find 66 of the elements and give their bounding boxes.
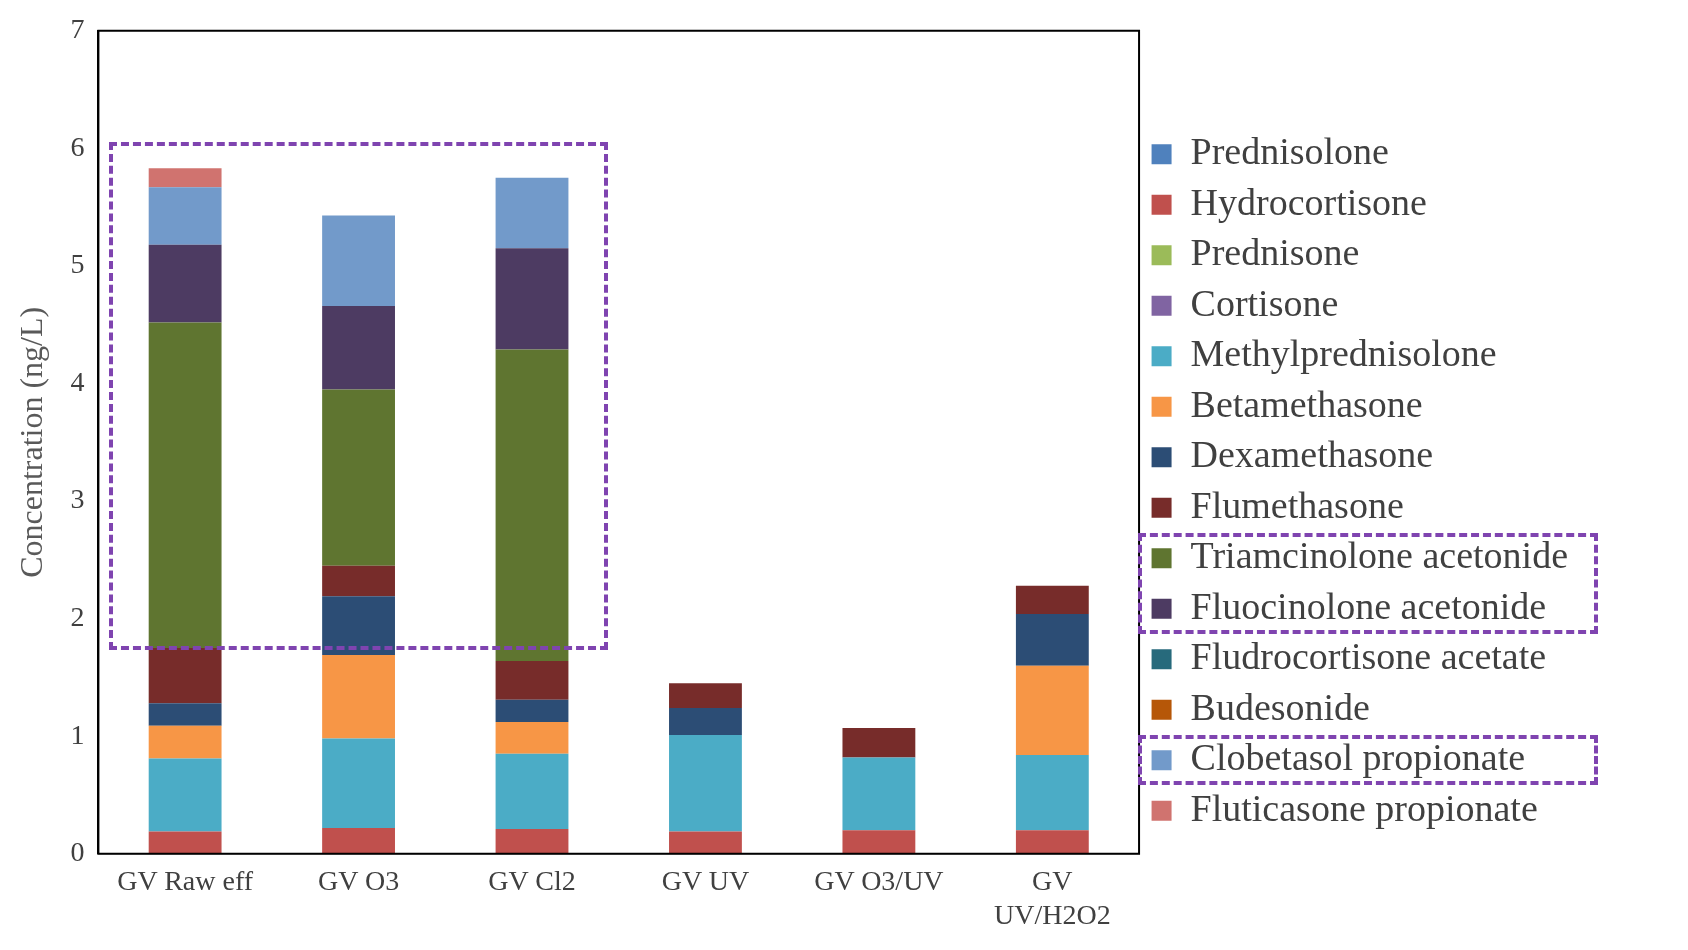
bar (1015, 665, 1089, 756)
bar (669, 831, 742, 854)
legend-label: Methylprednisolone (1190, 332, 1497, 375)
bar (495, 349, 569, 661)
bar (322, 389, 395, 566)
bar (495, 722, 569, 754)
legend-label: Fluocinolone acetonide (1190, 584, 1547, 627)
legend-label: Prednisone (1190, 231, 1360, 274)
bar (148, 758, 222, 832)
x-tick-label: GV O3/UV (814, 864, 944, 896)
bar (322, 596, 395, 656)
bar (148, 322, 222, 649)
bar (842, 757, 916, 831)
bar (495, 177, 569, 249)
bar (495, 248, 569, 350)
bar (842, 728, 916, 758)
y-tick-label: 3 (70, 483, 85, 515)
legend-label: Fluticasone propionate (1190, 786, 1538, 829)
bar (1015, 613, 1089, 666)
y-tick-label: 5 (70, 248, 85, 280)
bar (322, 827, 395, 854)
bar (669, 708, 742, 736)
bar (669, 683, 742, 709)
bar (495, 829, 569, 854)
legend-label: Fludrocortisone acetate (1190, 635, 1547, 678)
bar (148, 244, 222, 323)
legend-label: Prednisolone (1190, 130, 1389, 173)
legend-label: Clobetasol propionate (1190, 736, 1526, 779)
bar (322, 565, 395, 597)
y-tick-label: 7 (70, 13, 85, 45)
y-tick-label: 4 (70, 365, 85, 397)
bar (1015, 830, 1089, 854)
legend-label: Dexamethasone (1190, 433, 1434, 476)
x-tick-label: GV Raw eff (117, 864, 254, 896)
bar (495, 660, 569, 700)
bar (148, 725, 222, 759)
bar (495, 753, 569, 830)
bar (322, 305, 395, 390)
bar (322, 655, 395, 739)
x-tick-label: GV O3 (317, 864, 400, 896)
legend-label: Flumethasone (1190, 483, 1404, 526)
bar (148, 168, 222, 188)
legend-label: Hydrocortisone (1190, 180, 1427, 223)
x-tick-label: GV Cl2 (488, 864, 576, 896)
legend-label: Budesonide (1190, 685, 1370, 728)
bar (495, 699, 569, 723)
y-tick-label: 6 (70, 130, 85, 162)
bar (322, 215, 395, 306)
y-tick-label: 1 (70, 718, 85, 750)
y-tick-label: 0 (70, 836, 85, 868)
bar (1015, 585, 1089, 614)
bar (1015, 755, 1089, 831)
legend-label: Betamethasone (1190, 382, 1423, 425)
bar (148, 703, 222, 726)
bar (669, 735, 742, 832)
legend-label: Triamcinolone acetonide (1190, 534, 1569, 577)
x-tick-label: GV UV (661, 864, 750, 896)
legend-label: Cortisone (1190, 281, 1339, 324)
y-tick-label: 2 (70, 601, 85, 633)
bar (148, 187, 222, 245)
x-tick-label: GV UV/H2O2 (994, 864, 1111, 930)
bar (842, 830, 916, 854)
bar (148, 648, 222, 704)
bar (148, 831, 222, 854)
bar (322, 738, 395, 828)
y-axis-title: Concentration (ng/L) (12, 306, 49, 578)
